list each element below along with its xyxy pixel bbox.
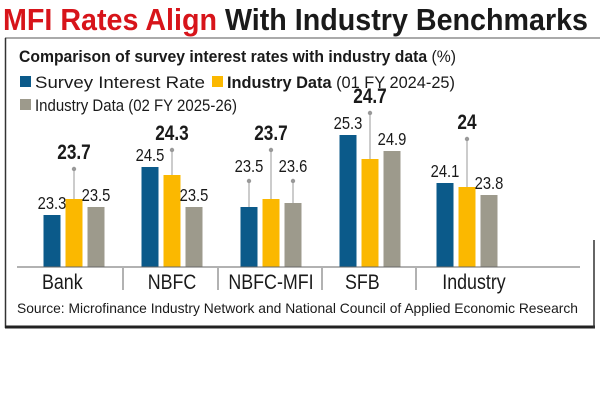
leader-dot <box>169 147 175 153</box>
data-label: 23.5 <box>180 186 209 206</box>
bar <box>361 159 379 267</box>
leader-dot <box>464 136 470 142</box>
x-tick-label: SFB <box>345 271 380 295</box>
legend-label: Industry Data (02 FY 2025-26) <box>35 96 237 115</box>
bar <box>163 175 181 267</box>
leader-dot <box>246 178 252 184</box>
legend-label: Industry Data (01 FY 2024-25) <box>227 73 455 92</box>
source-note: Source: Microfinance Industry Network an… <box>17 300 578 316</box>
bar <box>339 135 357 267</box>
data-label: 24.1 <box>431 162 460 182</box>
data-label: 23.7 <box>57 142 91 165</box>
data-label: 23.5 <box>82 186 111 206</box>
leader-dot <box>367 110 373 116</box>
x-axis-labels: Bank NBFC NBFC-MFI SFB Industry <box>42 268 506 294</box>
x-tick-label: Bank <box>42 271 83 295</box>
bar <box>480 195 498 267</box>
data-label: 24.7 <box>353 86 387 109</box>
data-label: 23.6 <box>279 157 308 177</box>
headline: MFI Rates Align With Industry Benchmarks <box>3 2 588 37</box>
leader-dot <box>71 166 77 172</box>
legend-label: Survey Interest Rate <box>35 73 205 92</box>
data-label: 23.8 <box>475 174 504 194</box>
bar <box>284 203 302 267</box>
legend: Survey Interest Rate Industry Data (01 FY… <box>20 73 455 115</box>
data-label: 23.3 <box>38 194 67 214</box>
bar <box>43 215 61 267</box>
bar <box>141 167 159 267</box>
x-tick-label: NBFC-MFI <box>228 271 313 295</box>
leader-dot <box>268 147 274 153</box>
data-label: 25.3 <box>334 114 363 134</box>
bars: 23.3 23.7 23.5 24.524.3 23.5 23.5 23.7 23.6 25.3… <box>38 86 504 267</box>
leader-dot <box>290 178 296 184</box>
legend-swatch <box>212 76 223 87</box>
bar <box>262 199 280 267</box>
data-label: 24.5 <box>136 146 165 166</box>
bar <box>458 187 476 267</box>
data-label: 23.5 <box>235 157 264 177</box>
data-label: 24.3 <box>155 123 189 146</box>
legend-swatch <box>20 76 31 87</box>
bar <box>87 207 105 267</box>
bar <box>240 207 258 267</box>
legend-swatch <box>20 99 31 110</box>
headline-red: MFI Rates Align <box>3 2 217 37</box>
x-tick-label: NBFC <box>148 271 197 295</box>
data-label: 24.9 <box>378 130 407 150</box>
data-label: 23.7 <box>254 123 288 146</box>
bar <box>65 199 83 267</box>
bar <box>185 207 203 267</box>
x-tick-label: Industry <box>442 271 506 295</box>
chart-title: Comparison of survey interest rates with… <box>19 47 456 66</box>
data-label: 24 <box>457 112 476 135</box>
headline-black: With Industry Benchmarks <box>225 2 588 37</box>
bar <box>436 183 454 267</box>
bar <box>383 151 401 267</box>
